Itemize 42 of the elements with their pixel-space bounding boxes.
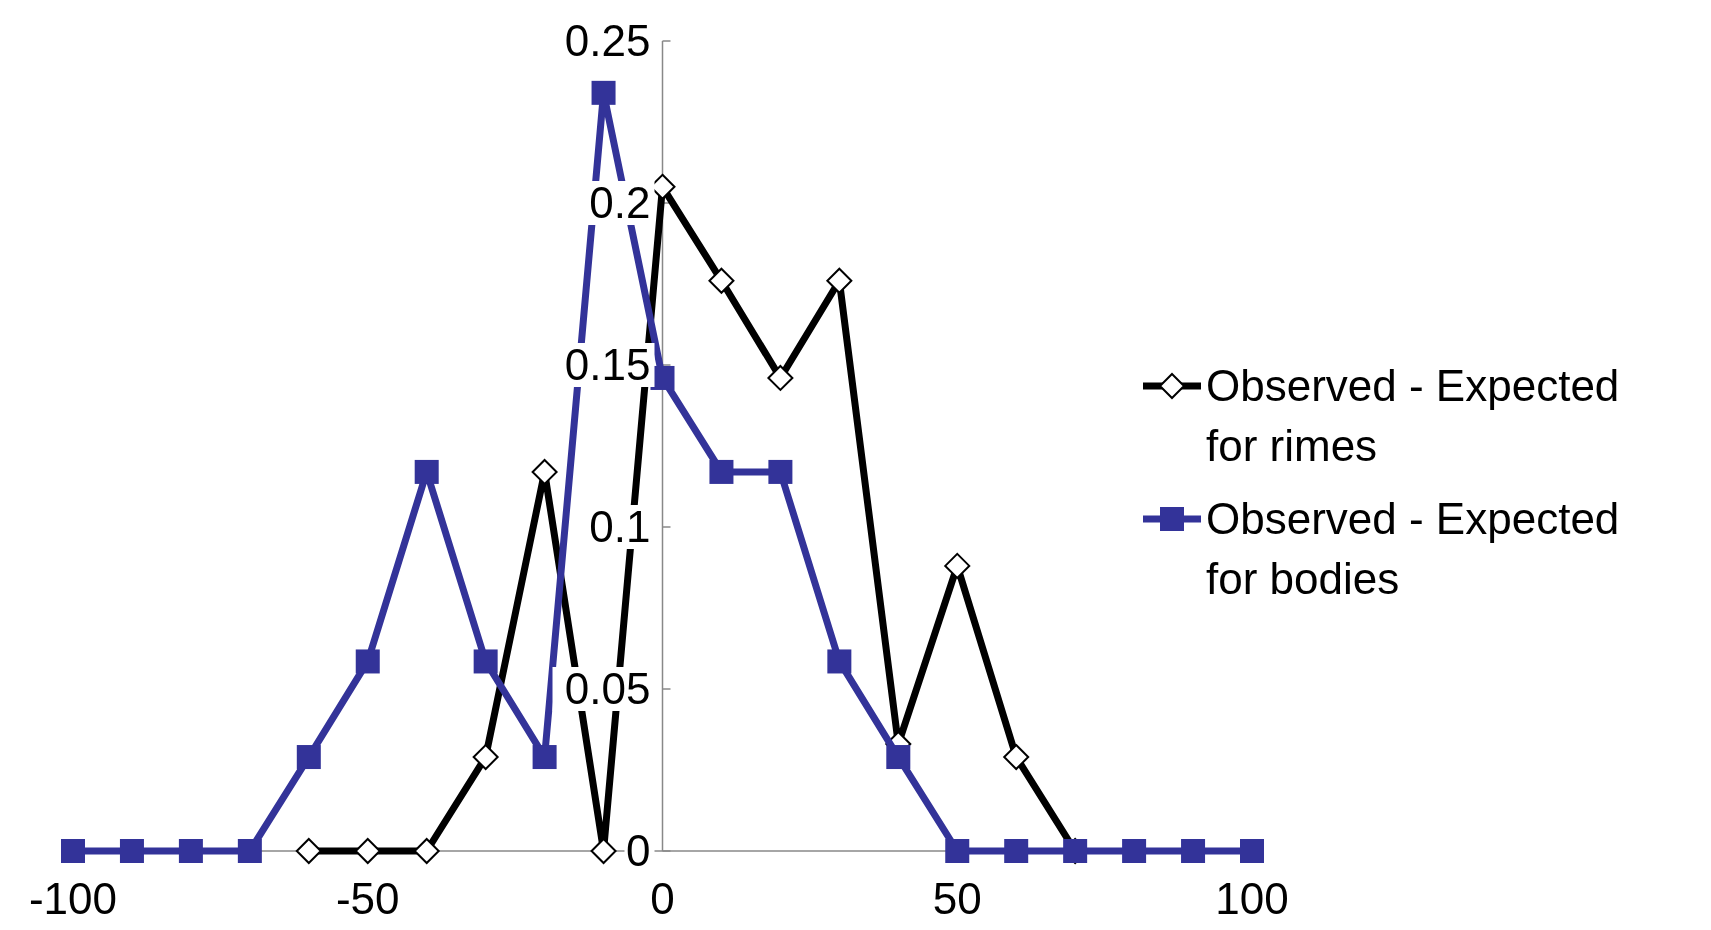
y-tick-label: 0.2: [589, 178, 651, 228]
point: [473, 649, 498, 674]
y-tick-label: 0.15: [564, 340, 651, 390]
y-tick-label: 0.1: [589, 502, 651, 552]
point: [591, 80, 616, 105]
legend-label: Observed - Expected for rimes: [1206, 361, 1620, 471]
point: [354, 838, 381, 864]
point: [355, 649, 380, 674]
point: [531, 458, 558, 485]
x-tick-label: 100: [1215, 874, 1289, 923]
point: [708, 267, 735, 294]
point: [1122, 839, 1147, 863]
legend-label: Observed - Expected for bodies: [1206, 494, 1620, 604]
y-tick-label: 0.25: [564, 16, 651, 66]
x-tick-label: -50: [335, 874, 400, 923]
point: [944, 552, 971, 579]
point: [414, 459, 439, 484]
point: [178, 839, 203, 863]
point: [886, 745, 911, 770]
point: [296, 745, 321, 770]
point: [532, 745, 557, 770]
point: [1240, 839, 1264, 863]
point: [1003, 744, 1030, 771]
point: [826, 267, 853, 294]
point: [472, 744, 499, 771]
point: [767, 364, 794, 391]
point: [590, 838, 617, 864]
point: [61, 839, 85, 863]
point: [827, 649, 852, 674]
y-tick-label: 0: [626, 826, 651, 876]
point: [709, 459, 734, 484]
point: [237, 839, 262, 863]
y-tick-label: 0.05: [564, 664, 651, 714]
x-tick-label: 50: [932, 874, 982, 923]
point: [295, 838, 322, 864]
point: [1181, 839, 1206, 863]
x-tick-label: -100: [28, 874, 118, 923]
point: [768, 459, 793, 484]
point: [945, 839, 970, 863]
point: [1004, 839, 1029, 863]
point: [413, 838, 440, 864]
point: [119, 839, 144, 863]
